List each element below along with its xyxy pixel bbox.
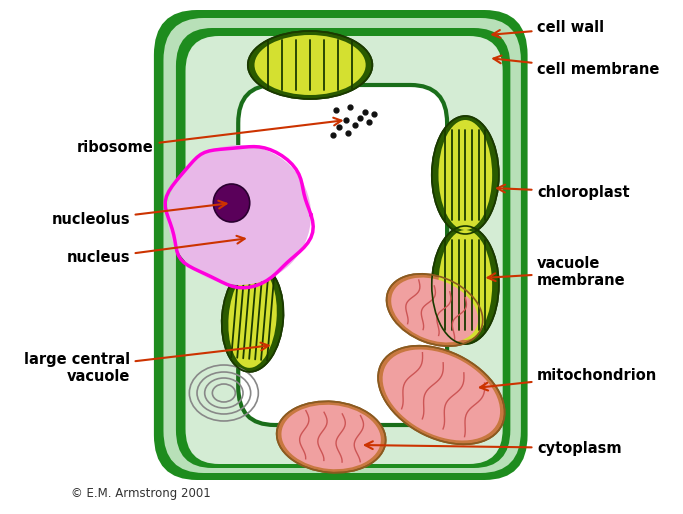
Text: mitochondrion: mitochondrion: [480, 368, 658, 391]
Ellipse shape: [378, 346, 505, 444]
Text: © E.M. Armstrong 2001: © E.M. Armstrong 2001: [70, 486, 210, 500]
FancyBboxPatch shape: [238, 85, 447, 425]
Text: vacuole
membrane: vacuole membrane: [488, 256, 626, 288]
Text: cell wall: cell wall: [492, 21, 604, 38]
Text: cell membrane: cell membrane: [493, 56, 660, 78]
Ellipse shape: [228, 268, 277, 368]
Ellipse shape: [167, 145, 311, 285]
Ellipse shape: [391, 278, 478, 342]
Text: nucleolus: nucleolus: [51, 200, 227, 228]
Ellipse shape: [387, 274, 483, 346]
FancyBboxPatch shape: [154, 10, 527, 480]
Ellipse shape: [277, 401, 386, 473]
Text: large central
vacuole: large central vacuole: [24, 343, 268, 384]
Ellipse shape: [438, 120, 492, 230]
FancyBboxPatch shape: [186, 36, 503, 464]
Ellipse shape: [222, 264, 283, 372]
Text: ribosome: ribosome: [77, 118, 342, 156]
Ellipse shape: [432, 226, 499, 344]
Ellipse shape: [248, 31, 372, 99]
Ellipse shape: [281, 405, 381, 469]
Text: cytoplasm: cytoplasm: [365, 440, 622, 455]
Ellipse shape: [213, 184, 250, 222]
Text: chloroplast: chloroplast: [497, 185, 630, 199]
FancyBboxPatch shape: [176, 28, 510, 468]
Text: nucleus: nucleus: [66, 236, 245, 266]
Ellipse shape: [255, 35, 365, 95]
FancyBboxPatch shape: [163, 18, 521, 473]
Ellipse shape: [382, 350, 500, 440]
Ellipse shape: [432, 116, 499, 234]
Ellipse shape: [438, 230, 492, 340]
